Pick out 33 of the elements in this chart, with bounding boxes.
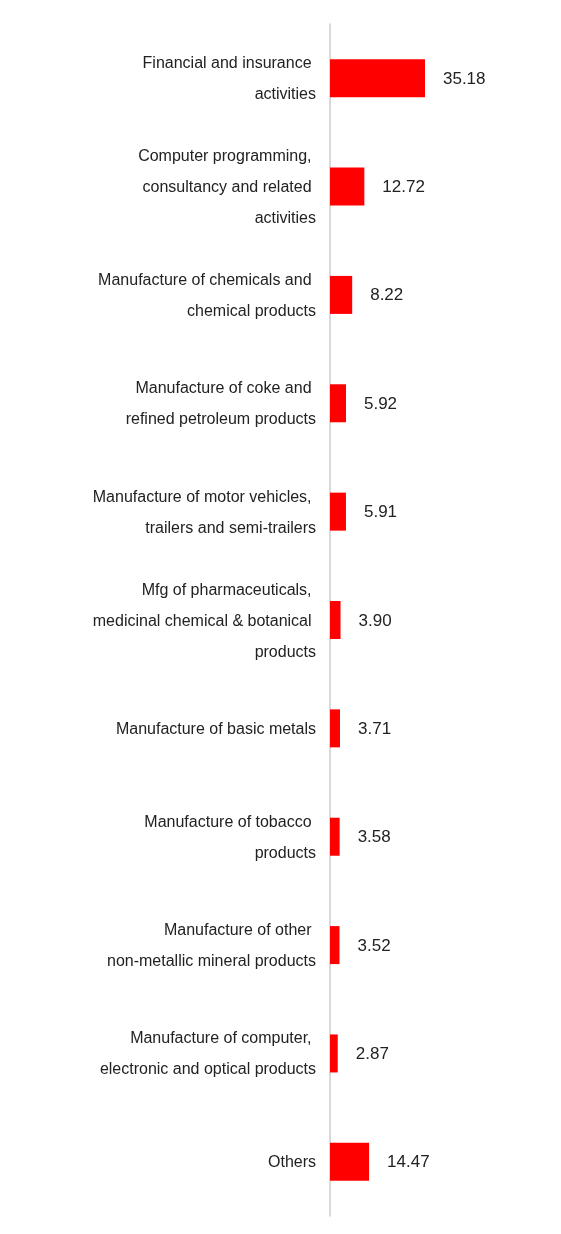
data-label: 2.87 [355, 1043, 389, 1063]
data-label: 12.72 [382, 177, 425, 197]
bar [330, 384, 346, 423]
y-tick-label: Manufacture of motor vehicles, trailers and semi-trailers [92, 487, 316, 536]
y-tick-label: Manufacture of other non-metallic mineral products [107, 921, 316, 970]
y-tick-label: Computer programming, consultancy and related activities [138, 147, 316, 227]
y-tick-label: Manufacture of tobacco products [144, 812, 316, 861]
bar [330, 926, 340, 965]
data-label: 3.90 [358, 610, 392, 630]
bar [330, 1034, 338, 1073]
y-tick-label: Mfg of pharmaceuticals, medicinal chemical & botanical products [92, 580, 316, 660]
bar [330, 167, 365, 206]
bar [330, 601, 341, 639]
bar [330, 709, 341, 748]
bar [330, 1142, 370, 1181]
bar [330, 59, 425, 98]
y-tick-label: Manufacture of chemicals and chemical products [98, 270, 316, 319]
data-label: 3.52 [357, 935, 391, 955]
y-tick-label: Manufacture of basic metals [115, 719, 316, 737]
y-tick-label: Manufacture of coke and refined petroleum products [125, 379, 316, 428]
bar [330, 492, 346, 531]
bar [330, 275, 353, 314]
y-tick-label: Manufacture of computer, electronic and optical products [99, 1029, 316, 1078]
data-label: 5.92 [363, 393, 398, 413]
y-tick-label: Others [267, 1153, 316, 1171]
data-label: 3.71 [358, 718, 392, 738]
data-label: 8.22 [370, 285, 404, 305]
data-label: 5.91 [363, 502, 398, 522]
data-label: 3.58 [357, 827, 391, 847]
data-label: 14.47 [387, 1152, 430, 1172]
y-tick-label: Financial and insurance activities [142, 54, 316, 103]
bar [330, 817, 340, 856]
data-label: 35.18 [442, 68, 486, 88]
